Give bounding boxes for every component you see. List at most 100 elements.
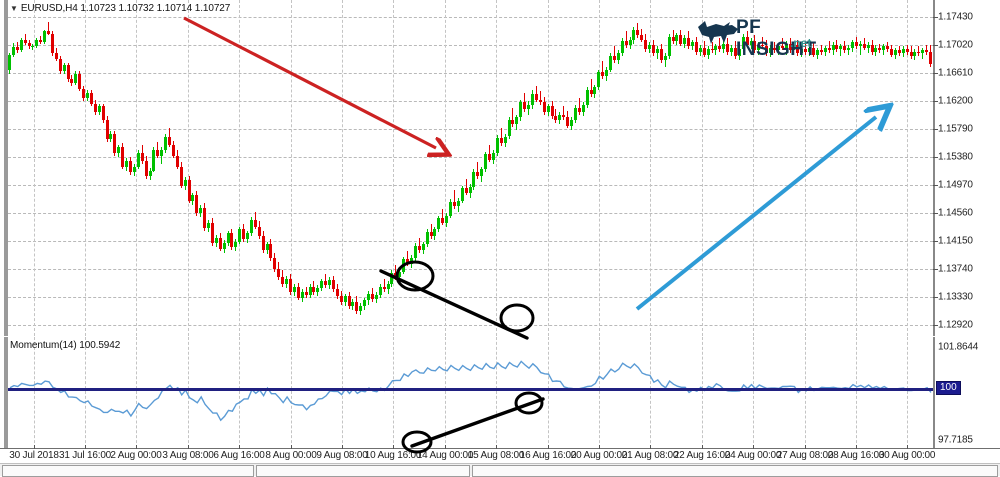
time-axis-tick	[445, 445, 446, 449]
candle-wick	[32, 44, 33, 51]
candle-body	[863, 43, 866, 48]
candle-body	[355, 301, 358, 312]
candle-body	[605, 69, 608, 77]
time-gridline	[291, 0, 292, 336]
time-axis-tick	[85, 445, 86, 449]
price-axis-label: 1.12920	[938, 319, 973, 331]
time-gridline	[188, 0, 189, 336]
candle-body	[613, 55, 616, 61]
scrollbar-thumb[interactable]	[256, 465, 470, 477]
time-axis-tick	[239, 445, 240, 449]
scrollbar-left-segment[interactable]	[2, 465, 254, 477]
candle-body	[902, 49, 905, 54]
candle-body	[168, 136, 171, 145]
logo-brand-text: PF INSIGHT	[736, 17, 817, 60]
price-axis-label: 1.17430	[938, 11, 973, 23]
horizontal-scrollbar[interactable]	[0, 463, 1000, 477]
candle-body	[625, 40, 628, 45]
candle-wick	[922, 47, 923, 59]
candle-body	[102, 106, 105, 121]
collapse-caret-icon[interactable]: ▼	[10, 4, 18, 13]
candle-wick	[602, 61, 603, 80]
candle-body	[309, 286, 312, 295]
candle-body	[51, 34, 54, 54]
candle-body	[184, 180, 187, 186]
candle-body	[418, 245, 421, 250]
candle-body	[301, 292, 304, 298]
candle-body	[679, 35, 682, 44]
candle-body	[94, 103, 97, 112]
time-axis-tick	[702, 445, 703, 449]
candle-body	[12, 47, 15, 55]
price-axis-tick	[933, 129, 938, 130]
candle-body	[106, 120, 109, 140]
candle-body	[113, 133, 116, 153]
time-gridline	[856, 337, 857, 448]
time-axis-tick	[753, 445, 754, 449]
candle-wick	[712, 42, 713, 54]
time-gridline	[753, 337, 754, 448]
candle-body	[59, 58, 62, 71]
candle-body	[160, 150, 163, 156]
candle-body	[773, 47, 776, 51]
candle-body	[753, 40, 756, 51]
candle-body	[363, 300, 366, 306]
time-gridline	[445, 0, 446, 336]
price-plot-area[interactable]	[8, 0, 933, 336]
candle-body	[437, 218, 440, 230]
time-axis-label: 14 Aug 00:00	[416, 450, 474, 461]
candle-body	[211, 222, 214, 244]
scrollbar-right-segment[interactable]	[472, 465, 998, 477]
candle-body	[348, 296, 351, 306]
candle-body	[750, 40, 753, 45]
candle-wick	[762, 36, 763, 50]
candle-body	[824, 47, 827, 52]
candle-body	[871, 45, 874, 52]
price-chart-header: ▼ EURUSD,H4 1.10723 1.10732 1.10714 1.107…	[10, 3, 230, 14]
candle-body	[640, 35, 643, 40]
price-axis-tick	[933, 185, 938, 186]
time-gridline	[650, 337, 651, 448]
price-axis-tick	[933, 213, 938, 214]
time-axis-label: 22 Aug 16:00	[673, 450, 731, 461]
candle-wick	[489, 144, 490, 163]
time-axis-tick	[34, 445, 35, 449]
candle-wick	[821, 45, 822, 55]
candle-body	[133, 166, 136, 172]
candle-body	[266, 244, 269, 250]
candle-body	[785, 43, 788, 48]
price-gridline	[8, 17, 933, 18]
price-chart-panel[interactable]: 1.17430 1.17020 1.16610 1.16200 1.15790 1.153…	[0, 0, 1000, 336]
price-axis-separator	[933, 0, 935, 336]
time-axis-tick	[856, 445, 857, 449]
time-gridline	[85, 337, 86, 448]
candle-body	[636, 29, 639, 36]
candle-body	[699, 47, 702, 52]
candle-body	[172, 144, 175, 156]
candle-wick	[419, 237, 420, 253]
candle-body	[789, 43, 792, 51]
candle-body	[375, 294, 378, 300]
time-axis: 30 Jul 2018 31 Jul 16:00 2 Aug 00:00 3 Aug …	[0, 445, 1000, 464]
candle-body	[445, 215, 448, 223]
candle-wick	[512, 107, 513, 127]
momentum-indicator-panel[interactable]: 101.8644 97.7185 100 Momentum(14) 100.5942	[0, 337, 1000, 448]
time-gridline	[650, 0, 651, 336]
candle-body	[398, 271, 401, 278]
candle-body	[898, 50, 901, 54]
candle-body	[917, 51, 920, 54]
candle-body	[145, 161, 148, 177]
candle-body	[484, 154, 487, 170]
momentum-plot-area[interactable]	[8, 337, 933, 448]
price-axis-label: 1.17020	[938, 39, 973, 51]
momentum-series-path	[9, 360, 932, 422]
candle-body	[894, 50, 897, 55]
candle-body	[340, 296, 343, 302]
time-gridline	[702, 337, 703, 448]
symbol-quote-label: EURUSD,H4 1.10723 1.10732 1.10714 1.1072…	[20, 3, 231, 14]
price-axis-label: 1.14560	[938, 207, 973, 219]
candle-body	[847, 47, 850, 51]
candle-body	[644, 39, 647, 50]
candle-body	[74, 73, 77, 84]
